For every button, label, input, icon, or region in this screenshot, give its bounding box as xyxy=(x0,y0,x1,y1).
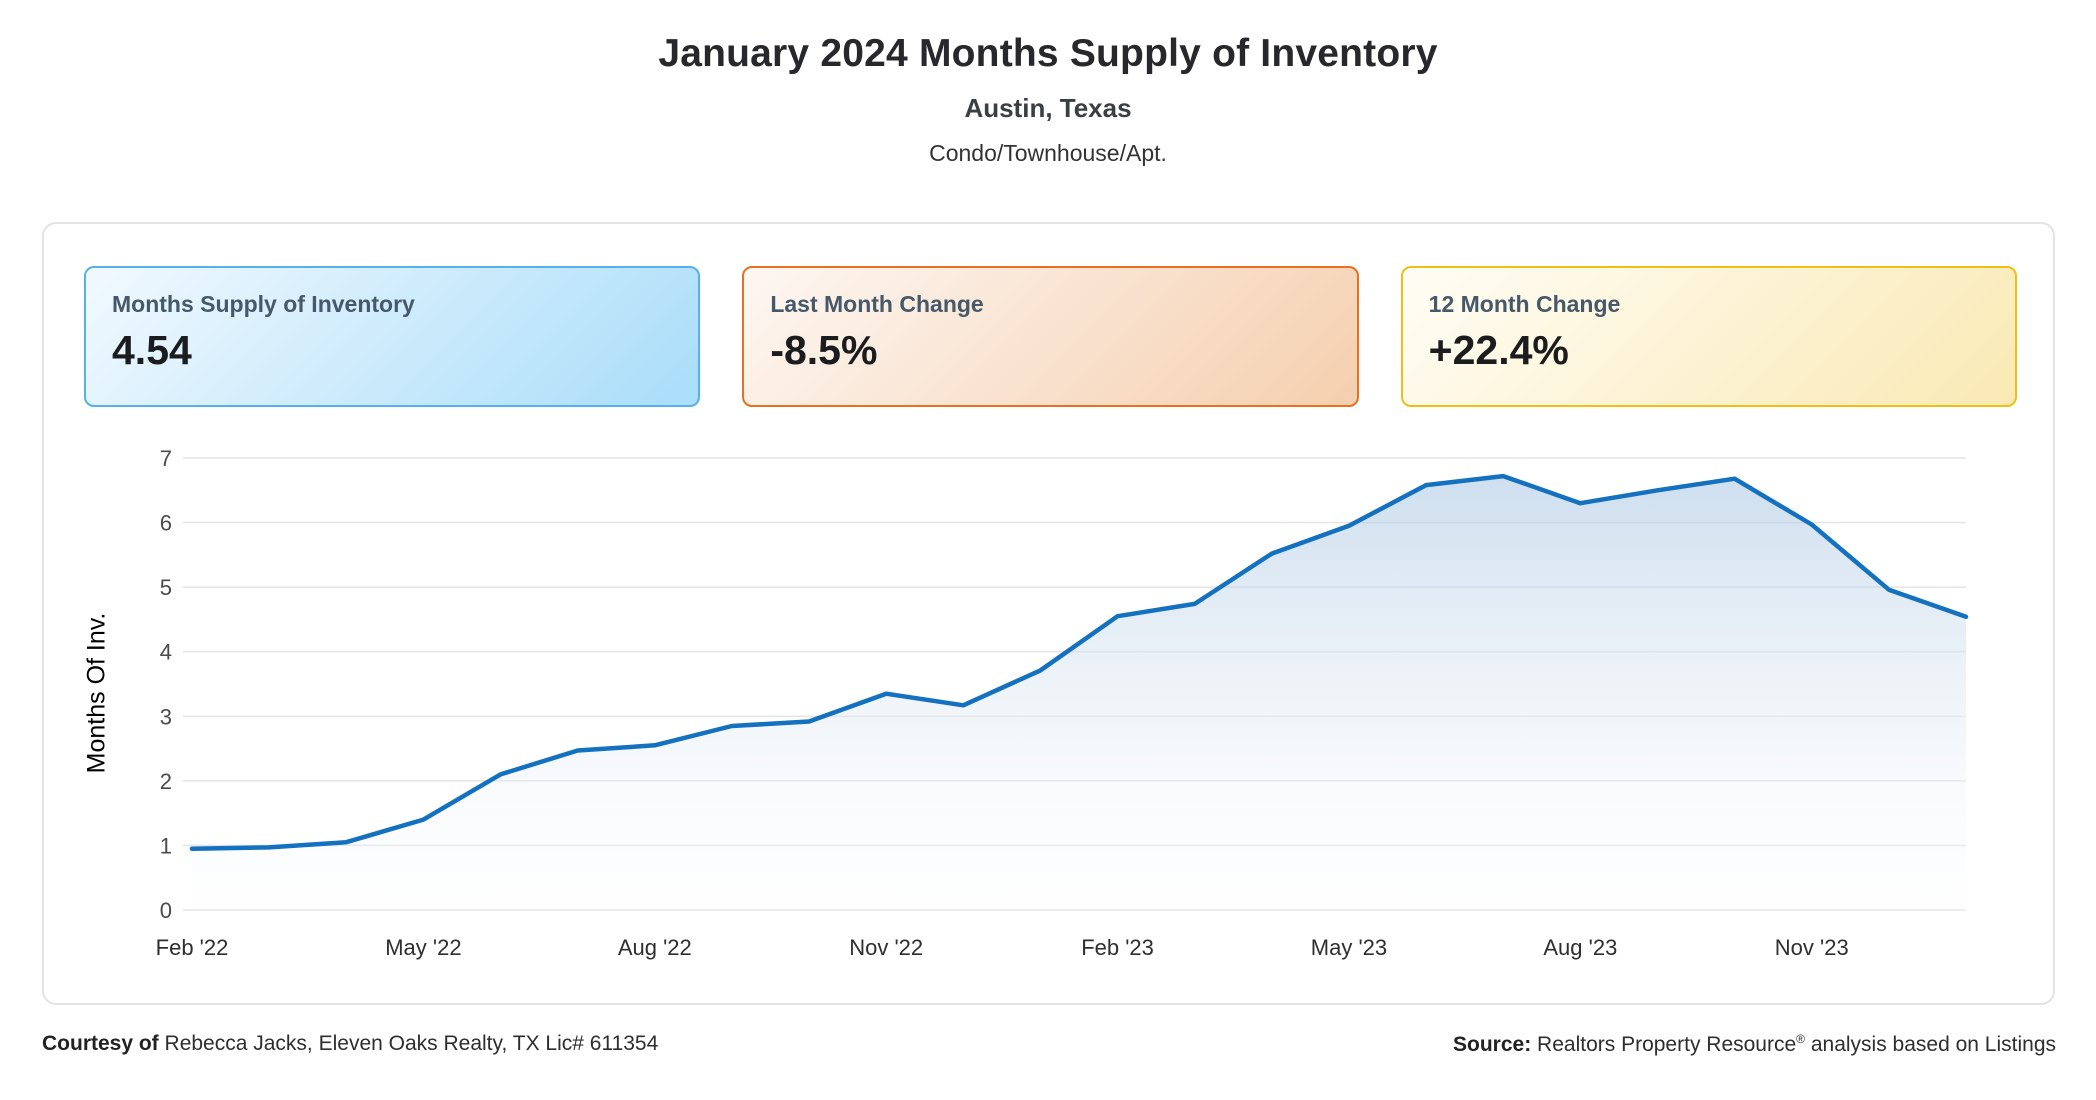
x-tick-label: Feb '22 xyxy=(156,935,229,960)
property-type-label: Condo/Townhouse/Apt. xyxy=(929,140,1167,166)
location-subtitle: Austin, Texas xyxy=(964,93,1132,123)
courtesy-label: Courtesy of xyxy=(42,1032,159,1055)
page-title: January 2024 Months Supply of Inventory xyxy=(658,32,1438,75)
inventory-chart[interactable]: 0 1 2 3 4 5 6 7 Feb '22 May '22 Aug '22 Nov '22 Feb … xyxy=(150,430,2050,970)
x-tick-label: Nov '22 xyxy=(849,935,923,960)
registered-mark: ® xyxy=(1796,1032,1805,1046)
x-tick-label: May '23 xyxy=(1311,935,1387,960)
y-tick-label: 1 xyxy=(160,833,172,858)
y-tick-label: 5 xyxy=(160,575,172,600)
y-tick-label: 6 xyxy=(160,511,172,536)
card-12-month-change: 12 Month Change +22.4% xyxy=(1400,266,2017,407)
source-name: Realtors Property Resource xyxy=(1537,1033,1797,1056)
card-label: Last Month Change xyxy=(770,291,984,317)
report-header: January 2024 Months Supply of Inventory … xyxy=(0,0,2096,167)
x-tick-label: Aug '22 xyxy=(618,935,692,960)
y-tick-label: 4 xyxy=(160,640,172,665)
y-tick-label: 2 xyxy=(160,769,172,794)
courtesy-text: Rebecca Jacks, Eleven Oaks Realty, TX Li… xyxy=(164,1032,659,1055)
card-value: -8.5% xyxy=(770,327,878,373)
y-tick-label: 0 xyxy=(160,898,172,923)
card-value: 4.54 xyxy=(112,327,192,373)
source-label: Source: xyxy=(1453,1033,1532,1056)
card-months-supply: Months Supply of Inventory 4.54 xyxy=(84,266,701,407)
chart-line xyxy=(189,473,1969,851)
x-tick-label: Aug '23 xyxy=(1543,935,1617,960)
y-axis-title: Months Of Inv. xyxy=(82,612,111,774)
card-label: 12 Month Change xyxy=(1428,291,1621,317)
x-tick-label: May '22 xyxy=(385,935,461,960)
card-label: Months Supply of Inventory xyxy=(112,291,415,317)
source-note: Source: Realtors Property Resource® anal… xyxy=(1453,1032,2056,1057)
card-value: +22.4% xyxy=(1428,327,1569,373)
chart-area-fill xyxy=(192,476,1966,910)
card-last-month-change: Last Month Change -8.5% xyxy=(742,266,1359,407)
x-tick-label: Nov '23 xyxy=(1775,935,1849,960)
x-tick-label: Feb '23 xyxy=(1081,935,1154,960)
courtesy-note: Courtesy of Rebecca Jacks, Eleven Oaks R… xyxy=(42,1032,658,1056)
y-tick-label: 7 xyxy=(160,446,172,471)
y-tick-label: 3 xyxy=(160,704,172,729)
source-suffix: analysis based on Listings xyxy=(1810,1033,2056,1056)
stat-cards-row: Months Supply of Inventory 4.54 Last Mon… xyxy=(84,266,2017,407)
